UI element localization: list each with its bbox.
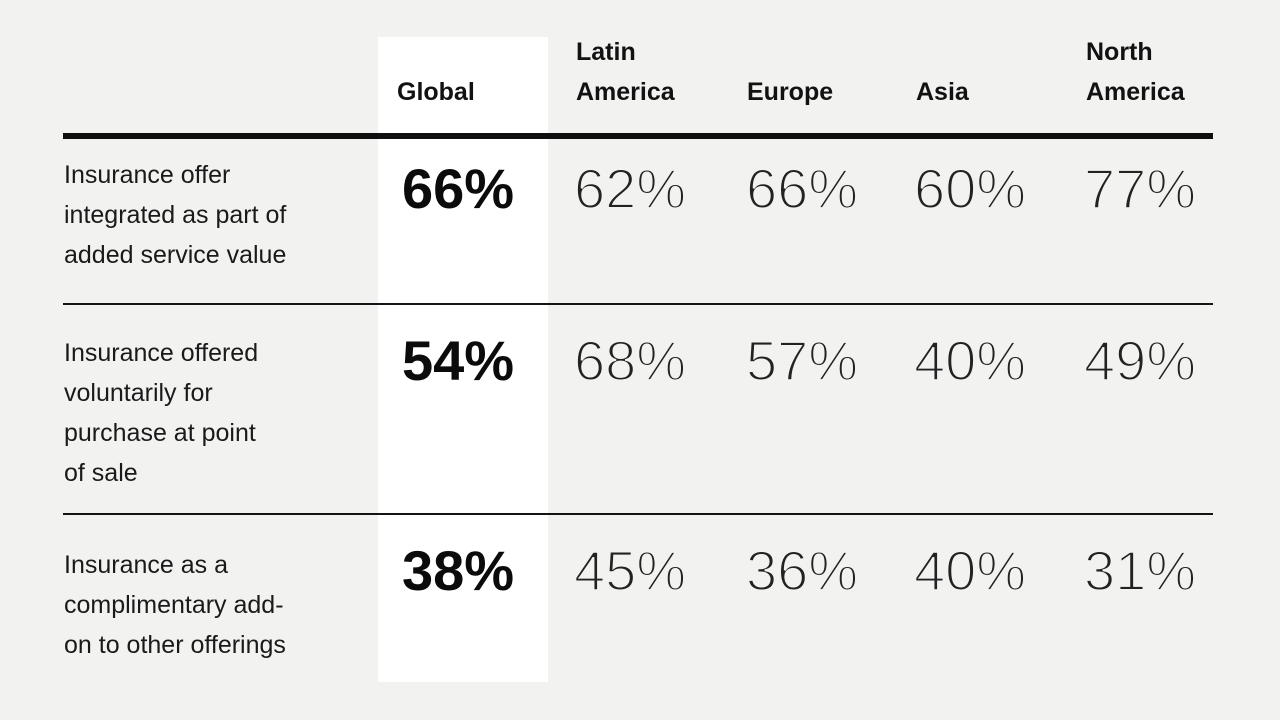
value-cell-asia-row1: 60% xyxy=(913,157,1027,220)
value-cell-north-america-row2: 49% xyxy=(1083,329,1197,392)
value-cell-global-row3: 38% xyxy=(402,539,515,602)
row-label-complimentary-addon: Insurance as a complimentary add- on to … xyxy=(64,551,286,659)
value-cell-asia-row2: 40% xyxy=(913,329,1027,392)
value-cell-europe-row2: 57% xyxy=(745,329,859,392)
row-label-voluntary-purchase: Insurance offered voluntarily for purcha… xyxy=(64,339,259,487)
value-cell-global-row2: 54% xyxy=(402,329,515,392)
value-cell-global-row1: 66% xyxy=(402,157,515,220)
column-header-asia: Asia xyxy=(916,78,969,106)
global-column-highlight xyxy=(378,37,548,682)
value-cell-europe-row3: 36% xyxy=(745,539,859,602)
value-cell-asia-row3: 40% xyxy=(913,539,1027,602)
value-cell-latin-america-row3: 45% xyxy=(573,539,687,602)
value-cell-latin-america-row2: 68% xyxy=(573,329,687,392)
row-divider-2 xyxy=(63,513,1213,515)
column-header-north-america: North America xyxy=(1086,38,1185,106)
value-cell-latin-america-row1: 62% xyxy=(573,157,687,220)
header-divider-rule xyxy=(63,133,1213,139)
value-cell-north-america-row1: 77% xyxy=(1083,157,1197,220)
value-cell-north-america-row3: 31% xyxy=(1083,539,1197,602)
column-header-latin-america: Latin America xyxy=(576,38,675,106)
row-label-integrated-offer: Insurance offer integrated as part of ad… xyxy=(64,161,287,269)
column-header-europe: Europe xyxy=(747,78,834,106)
value-cell-europe-row1: 66% xyxy=(745,157,859,220)
column-header-global: Global xyxy=(397,78,475,106)
row-divider-1 xyxy=(63,303,1213,305)
